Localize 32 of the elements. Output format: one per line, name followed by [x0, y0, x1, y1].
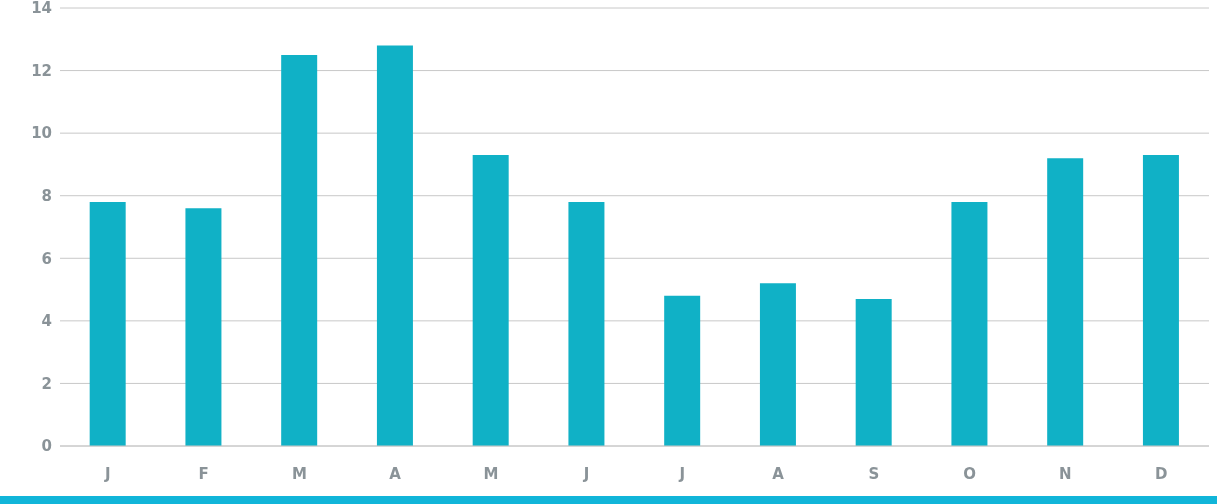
- bar: [951, 201, 988, 446]
- bar: [1047, 158, 1084, 446]
- x-tick-label: N: [1059, 464, 1072, 483]
- bar: [281, 54, 318, 446]
- bar: [472, 155, 509, 446]
- x-tick-label: A: [389, 464, 402, 483]
- y-tick-label: 2: [41, 374, 52, 393]
- bar: [855, 298, 892, 446]
- y-tick-label: 0: [41, 437, 52, 456]
- x-tick-label: A: [772, 464, 785, 483]
- x-tick-label: J: [582, 464, 590, 483]
- bar: [1142, 155, 1179, 446]
- y-tick-label: 6: [41, 249, 52, 268]
- x-tick-label: J: [104, 464, 111, 483]
- x-tick-label: O: [963, 464, 977, 483]
- bar: [568, 201, 605, 446]
- x-tick-label: S: [868, 464, 880, 483]
- x-tick-label: M: [483, 464, 499, 483]
- x-tick-label: J: [678, 464, 686, 483]
- bar: [376, 45, 413, 446]
- y-tick-label: 10: [31, 124, 52, 143]
- y-tick-label: 12: [31, 61, 52, 80]
- x-tick-label: M: [291, 464, 307, 483]
- x-tick-label: F: [198, 464, 209, 483]
- bar: [89, 201, 126, 446]
- bar: [759, 283, 796, 446]
- y-tick-label: 8: [41, 187, 52, 206]
- bar: [664, 295, 701, 446]
- bar: [185, 208, 222, 446]
- y-tick-label: 4: [41, 312, 52, 331]
- y-tick-label: 14: [31, 0, 52, 18]
- x-tick-label: D: [1154, 464, 1168, 483]
